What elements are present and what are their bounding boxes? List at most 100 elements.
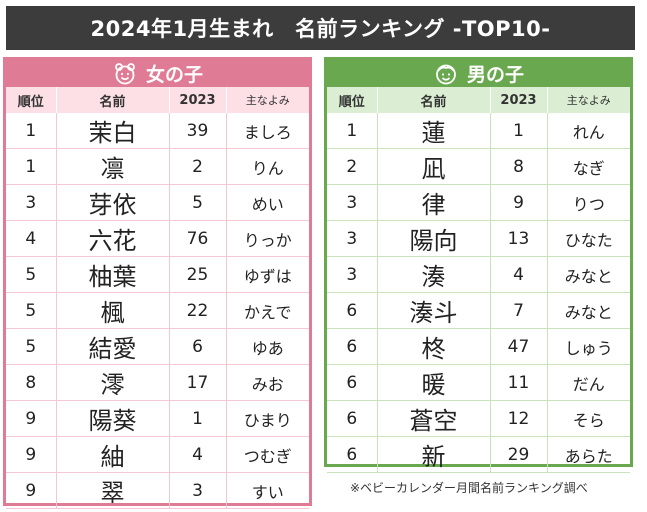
- reading-cell: りつ: [547, 184, 630, 221]
- name-cell: 蒼空: [377, 400, 491, 437]
- rank-cell: 6: [327, 328, 378, 365]
- reading-cell: みなと: [547, 256, 630, 293]
- count-column-header: 2023: [169, 87, 227, 113]
- name-cell: 芽依: [56, 184, 170, 221]
- reading-cell: かえで: [226, 292, 309, 329]
- count-cell: 39: [169, 113, 227, 149]
- table-row: 1 蓮 1 れん: [327, 113, 630, 149]
- count-cell: 12: [490, 400, 548, 437]
- name-cell: 蓮: [377, 113, 491, 149]
- reading-cell: あらた: [547, 436, 630, 473]
- name-cell: 楓: [56, 292, 170, 329]
- reading-cell: ひなた: [547, 220, 630, 257]
- count-cell: 2: [169, 148, 227, 185]
- boys-panel-header: 男の子: [327, 60, 630, 87]
- count-cell: 25: [169, 256, 227, 293]
- reading-cell: つむぎ: [226, 436, 309, 473]
- table-row: 9 紬 4 つむぎ: [6, 436, 309, 473]
- girls-panel-header: 女の子: [6, 60, 309, 87]
- name-cell: 紬: [56, 436, 170, 473]
- boy-face-icon: [436, 64, 456, 84]
- reading-cell: れん: [547, 113, 630, 149]
- table-row: 1 茉白 39 ましろ: [6, 113, 309, 149]
- table-row: 6 蒼空 12 そら: [327, 400, 630, 437]
- name-cell: 凪: [377, 148, 491, 185]
- name-column-header: 名前: [56, 87, 170, 113]
- rank-cell: 5: [6, 292, 57, 329]
- rank-cell: 3: [6, 184, 57, 221]
- table-row: 5 楓 22 かえで: [6, 292, 309, 329]
- reading-cell: ゆあ: [226, 328, 309, 365]
- reading-cell: だん: [547, 364, 630, 401]
- name-column-header: 名前: [377, 87, 491, 113]
- count-cell: 22: [169, 292, 227, 329]
- name-cell: 暖: [377, 364, 491, 401]
- rank-cell: 1: [327, 113, 378, 149]
- reading-cell: ひまり: [226, 400, 309, 437]
- table-row: 3 律 9 りつ: [327, 184, 630, 221]
- reading-cell: りっか: [226, 220, 309, 257]
- rank-cell: 9: [6, 436, 57, 473]
- name-cell: 湊斗: [377, 292, 491, 329]
- name-cell: 六花: [56, 220, 170, 257]
- girls-ranking-table: 順位 名前 2023 主なよみ 1 茉白 39 ましろ 1 凛 2 りん 3 芽依 5 めい 4 六花 76…: [6, 87, 309, 509]
- table-row: 1 凛 2 りん: [6, 148, 309, 185]
- name-cell: 翠: [56, 472, 170, 509]
- rank-column-header: 順位: [327, 87, 378, 113]
- reading-cell: しゅう: [547, 328, 630, 365]
- rank-cell: 6: [327, 364, 378, 401]
- count-cell: 3: [169, 472, 227, 509]
- rank-cell: 3: [327, 184, 378, 221]
- table-header-row: 順位 名前 2023 主なよみ: [6, 87, 309, 113]
- name-cell: 陽向: [377, 220, 491, 257]
- count-cell: 76: [169, 220, 227, 257]
- reading-cell: りん: [226, 148, 309, 185]
- rank-cell: 9: [6, 400, 57, 437]
- name-cell: 新: [377, 436, 491, 473]
- reading-cell: みお: [226, 364, 309, 401]
- table-row: 6 柊 47 しゅう: [327, 328, 630, 365]
- name-cell: 陽葵: [56, 400, 170, 437]
- reading-column-header: 主なよみ: [226, 87, 309, 113]
- table-header-row: 順位 名前 2023 主なよみ: [327, 87, 630, 113]
- girl-face-icon: [115, 62, 135, 84]
- rank-cell: 3: [327, 220, 378, 257]
- table-row: 6 新 29 あらた: [327, 436, 630, 473]
- count-cell: 17: [169, 364, 227, 401]
- name-cell: 律: [377, 184, 491, 221]
- count-cell: 4: [169, 436, 227, 473]
- count-cell: 11: [490, 364, 548, 401]
- name-cell: 茉白: [56, 113, 170, 149]
- name-cell: 湊: [377, 256, 491, 293]
- count-cell: 8: [490, 148, 548, 185]
- page-title: 2024年1月生まれ 名前ランキング -TOP10-: [6, 6, 635, 50]
- boys-ranking-table: 順位 名前 2023 主なよみ 1 蓮 1 れん 2 凪 8 なぎ 3 律 9 りつ 3 陽向 13 ひなた 3…: [327, 87, 630, 473]
- table-row: 6 湊斗 7 みなと: [327, 292, 630, 329]
- rank-cell: 2: [327, 148, 378, 185]
- reading-cell: そら: [547, 400, 630, 437]
- rank-cell: 9: [6, 472, 57, 509]
- table-row: 5 柚葉 25 ゆずは: [6, 256, 309, 293]
- rank-cell: 6: [327, 292, 378, 329]
- rank-cell: 4: [6, 220, 57, 257]
- rank-cell: 5: [6, 328, 57, 365]
- rank-cell: 5: [6, 256, 57, 293]
- table-row: 2 凪 8 なぎ: [327, 148, 630, 185]
- count-cell: 1: [169, 400, 227, 437]
- count-cell: 7: [490, 292, 548, 329]
- rank-cell: 1: [6, 148, 57, 185]
- reading-column-header: 主なよみ: [547, 87, 630, 113]
- name-cell: 凛: [56, 148, 170, 185]
- table-row: 3 湊 4 みなと: [327, 256, 630, 293]
- table-row: 3 芽依 5 めい: [6, 184, 309, 221]
- name-cell: 柊: [377, 328, 491, 365]
- name-cell: 柚葉: [56, 256, 170, 293]
- count-cell: 9: [490, 184, 548, 221]
- reading-cell: みなと: [547, 292, 630, 329]
- rank-column-header: 順位: [6, 87, 57, 113]
- count-cell: 29: [490, 436, 548, 473]
- count-cell: 47: [490, 328, 548, 365]
- table-row: 6 暖 11 だん: [327, 364, 630, 401]
- count-column-header: 2023: [490, 87, 548, 113]
- table-row: 8 澪 17 みお: [6, 364, 309, 401]
